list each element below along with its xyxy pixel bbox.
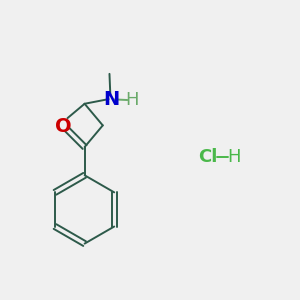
Text: O: O	[56, 117, 72, 136]
Text: H: H	[227, 148, 241, 166]
Text: N: N	[103, 90, 119, 109]
Text: H: H	[125, 91, 139, 109]
Text: Cl: Cl	[198, 148, 218, 166]
